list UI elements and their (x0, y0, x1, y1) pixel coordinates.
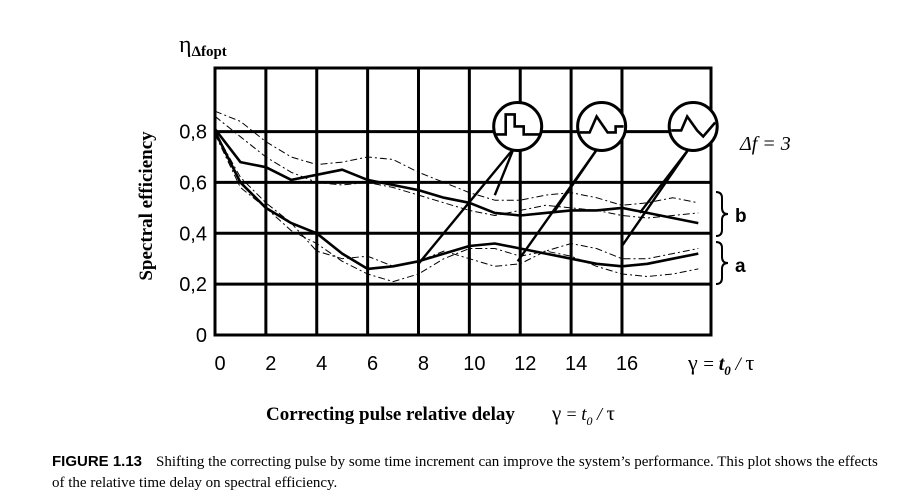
waveform-glyph (671, 113, 717, 139)
waveform-glyph (495, 113, 540, 136)
bracket-a-label: a (735, 256, 746, 277)
series-line-4 (214, 115, 699, 219)
y-tick-label: 0,2 (179, 274, 207, 296)
y-symbol: ηΔfopt (179, 32, 227, 60)
series-line-1 (213, 128, 699, 225)
x-tick-label: 16 (616, 353, 638, 375)
series-line-6 (214, 133, 699, 283)
x-tick-label: 8 (418, 353, 429, 375)
x-tick-label: 6 (367, 353, 378, 375)
x-tick-label: 12 (514, 353, 536, 375)
axis-gamma-formula: γ = t0 / τ (687, 350, 755, 378)
caption-label: FIGURE 1.13 (52, 453, 143, 470)
caption-text: Shifting the correcting pulse by some ti… (52, 454, 878, 491)
waveform-glyph (579, 113, 624, 134)
spectral-efficiency-chart: ηΔfopt Spectral efficiency 0 0,2 0,4 0,6 0,8… (136, 32, 791, 428)
inset-pointer-line (638, 147, 691, 214)
figure-caption: FIGURE 1.13 Shifting the correcting pulse… (52, 451, 882, 494)
x-tick-label: 14 (565, 353, 587, 375)
x-tick-label: 10 (463, 353, 485, 375)
bracket-b-label: b (735, 206, 747, 227)
series-lines (213, 110, 699, 283)
x-axis-label: Correcting pulse relative delay (266, 404, 515, 425)
waveform-inset-triangle-step (576, 100, 628, 152)
y-tick-label: 0,4 (179, 223, 207, 245)
y-tick-label: 0,6 (179, 172, 207, 194)
x-axis-gamma-formula: γ = t0 / τ (551, 401, 615, 428)
x-tick-label: 0 (214, 353, 225, 375)
series-line-3 (214, 110, 699, 206)
x-tick-label: 4 (316, 353, 327, 375)
series-line-2 (213, 131, 699, 271)
delta-f-label: Δf = 3 (739, 133, 791, 155)
bracket-b (715, 191, 729, 237)
y-tick-label: 0,8 (179, 122, 207, 144)
series-line-5 (214, 131, 699, 267)
y-tick-label: 0 (196, 325, 207, 347)
y-tick-labels: 0 0,2 0,4 0,6 0,8 (179, 122, 207, 347)
inset-pointer-line (552, 147, 599, 214)
plot-frame (213, 66, 713, 337)
x-tick-labels: 0 2 4 6 8 10 12 14 16 (214, 353, 638, 375)
inset-pointer-line (417, 147, 515, 265)
x-tick-label: 2 (265, 353, 276, 375)
bracket-a (715, 241, 729, 285)
inset-pointer-line (493, 148, 515, 196)
inset-pointers (417, 147, 691, 265)
waveform-insets (492, 100, 719, 152)
y-axis-label: Spectral efficiency (136, 131, 157, 281)
